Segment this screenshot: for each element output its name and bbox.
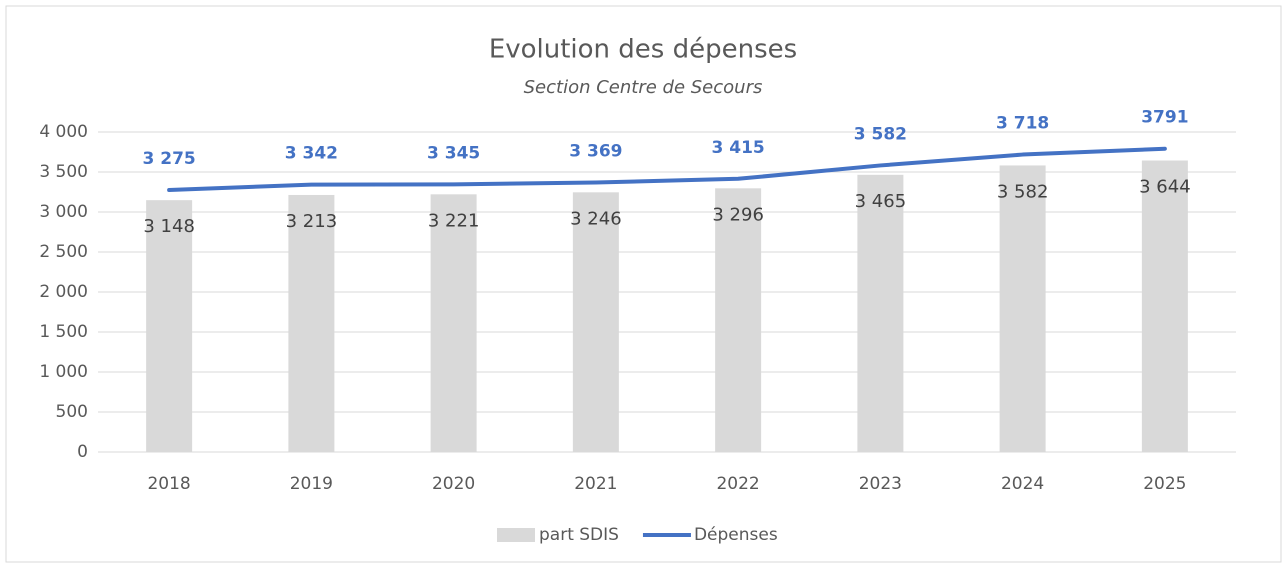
line-value-label: 3 415 (712, 138, 765, 158)
bar (1141, 160, 1188, 453)
bar (430, 194, 477, 452)
y-tick-label: 3 500 (39, 162, 88, 182)
line-value-label: 3 369 (569, 141, 622, 161)
line (167, 146, 1167, 192)
line-value-label: 3 342 (285, 144, 338, 164)
y-tick-label: 0 (77, 442, 88, 462)
legend-label: part SDIS (539, 525, 619, 545)
bar (999, 165, 1046, 452)
y-tick-label: 2 500 (39, 242, 88, 262)
line-value-label: 3 718 (996, 114, 1049, 134)
x-tick-label: 2023 (859, 474, 902, 494)
bar (857, 174, 904, 453)
bar-value-label: 3 221 (428, 210, 480, 231)
y-tick-label: 1 000 (39, 362, 88, 382)
bar (288, 194, 335, 452)
line-value-label: 3 275 (143, 149, 196, 169)
bar-value-label: 3 148 (143, 216, 195, 237)
bar-value-label: 3 644 (1139, 176, 1191, 197)
y-tick-label: 1 500 (39, 322, 88, 342)
legend-label: Dépenses (694, 525, 778, 545)
y-tick-label: 2 000 (39, 282, 88, 302)
bar-value-label: 3 296 (712, 204, 764, 225)
y-tick-label: 4 000 (39, 122, 88, 142)
line-value-label: 3 345 (427, 143, 480, 163)
x-tick-label: 2025 (1143, 474, 1186, 494)
x-tick-label: 2020 (432, 474, 475, 494)
x-tick-label: 2018 (147, 474, 190, 494)
bar (572, 192, 619, 452)
chart-frame (5, 5, 1282, 563)
line-value-label: 3 582 (854, 124, 907, 144)
chart-subtitle: Section Centre de Secours (524, 77, 763, 98)
bar (715, 188, 762, 452)
y-tick-label: 500 (56, 402, 88, 422)
x-tick-label: 2021 (574, 474, 617, 494)
bar-value-label: 3 465 (855, 191, 907, 212)
line-value-label: 3791 (1141, 108, 1188, 128)
chart-title: Evolution des dépenses (489, 35, 797, 65)
bar (146, 200, 193, 452)
y-tick-label: 3 000 (39, 202, 88, 222)
x-tick-label: 2022 (716, 474, 759, 494)
x-tick-label: 2019 (290, 474, 333, 494)
legend-swatch (497, 528, 535, 542)
x-tick-label: 2024 (1001, 474, 1044, 494)
bar-value-label: 3 246 (570, 208, 622, 229)
bar-value-label: 3 213 (286, 211, 338, 232)
bar-value-label: 3 582 (997, 181, 1049, 202)
